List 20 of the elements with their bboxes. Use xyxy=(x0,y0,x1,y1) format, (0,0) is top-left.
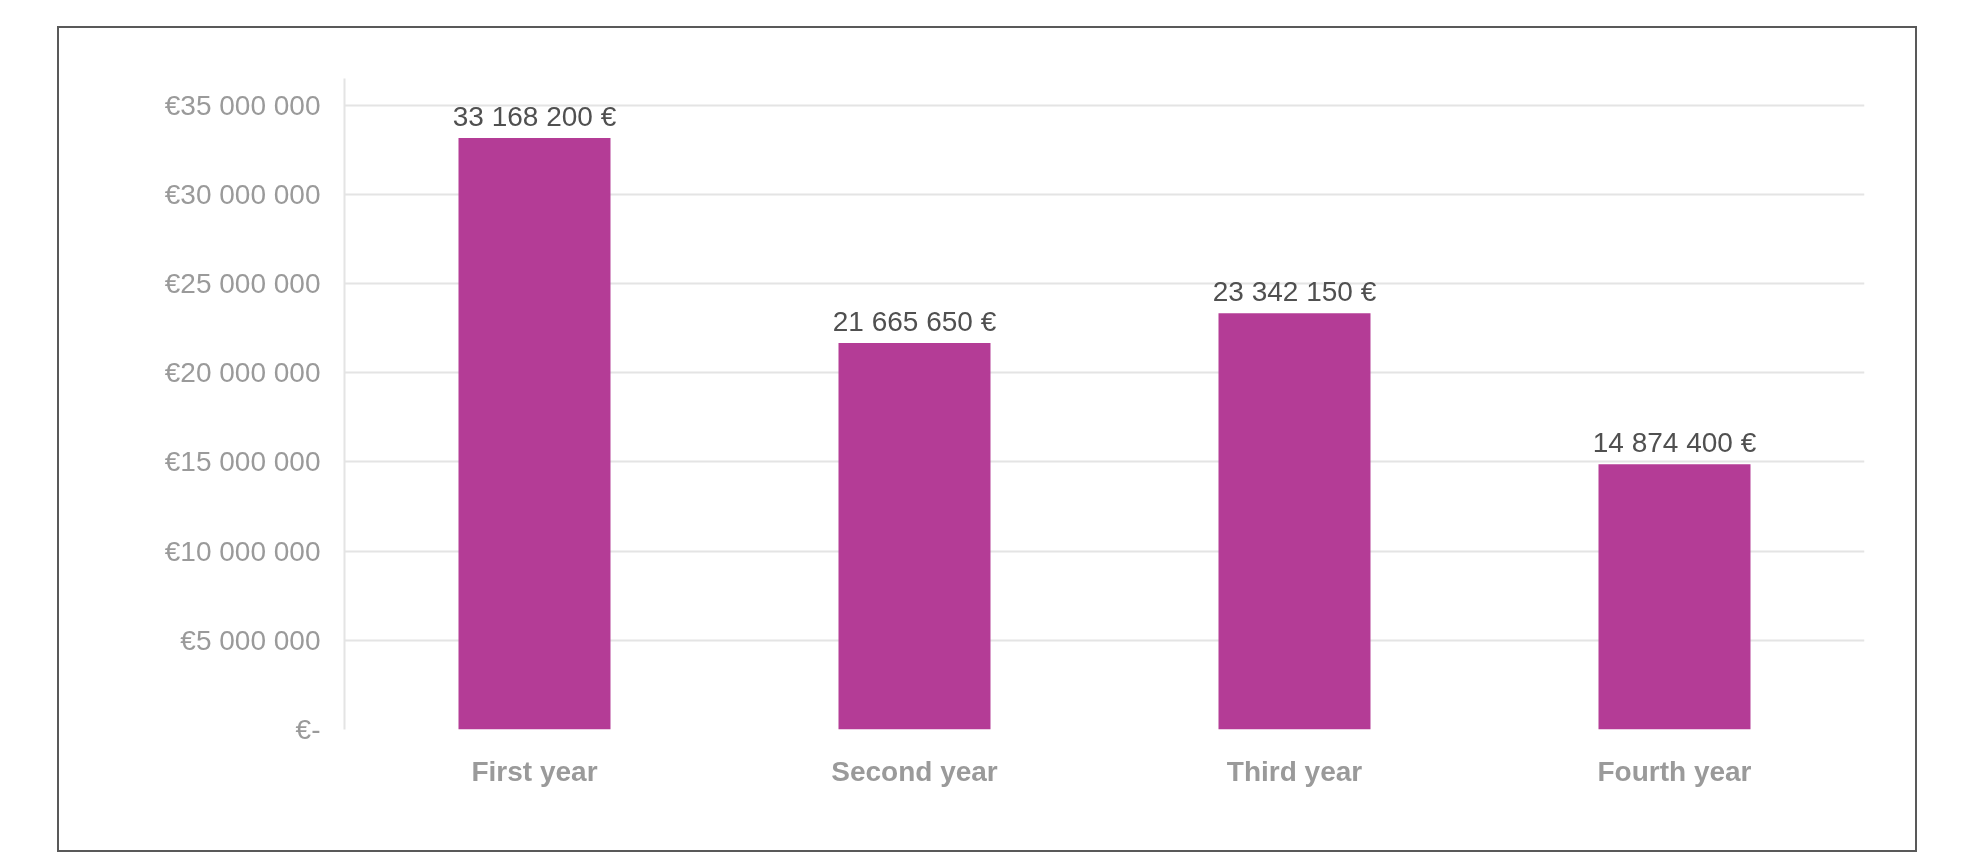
y-tick-label: €25 000 000 xyxy=(164,268,321,300)
bar xyxy=(1218,313,1371,730)
y-tick-label: €20 000 000 xyxy=(164,357,321,389)
y-tick-label: €35 000 000 xyxy=(164,89,321,121)
data-label: 21 665 650 € xyxy=(832,306,997,338)
y-tick-label: €10 000 000 xyxy=(164,535,321,567)
data-label: 14 874 400 € xyxy=(1592,427,1757,459)
x-tick-label: Second year xyxy=(831,755,998,787)
y-tick-label: €15 000 000 xyxy=(164,446,321,478)
x-tick-label: Third year xyxy=(1226,755,1363,787)
bar xyxy=(838,343,991,730)
y-tick-label: €30 000 000 xyxy=(164,178,321,210)
data-label: 33 168 200 € xyxy=(452,100,617,132)
bar xyxy=(458,137,611,730)
bar xyxy=(1598,464,1751,730)
y-tick-label: €- xyxy=(295,714,321,745)
data-label: 23 342 150 € xyxy=(1212,276,1377,308)
x-tick-label: Fourth year xyxy=(1597,755,1752,787)
y-tick-label: €5 000 000 xyxy=(180,624,321,656)
x-tick-label: First year xyxy=(471,755,598,787)
